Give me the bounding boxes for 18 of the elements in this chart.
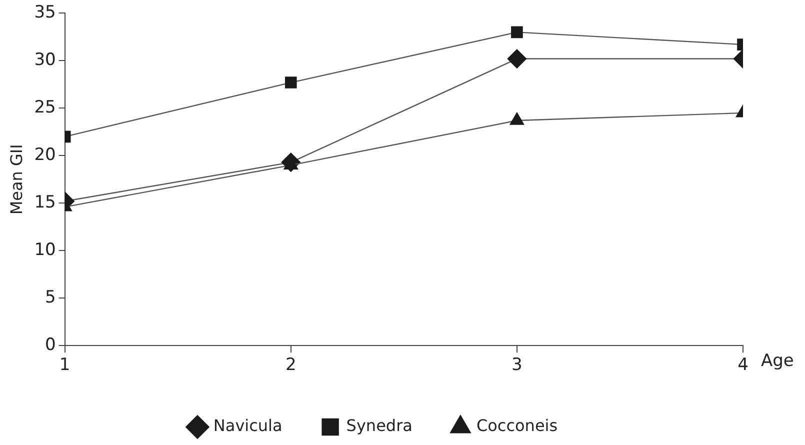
- y-tick-label: 30: [34, 50, 56, 70]
- x-tick-label: 3: [512, 355, 522, 376]
- legend-label: Cocconeis: [476, 416, 558, 436]
- y-tick-label: 35: [34, 2, 56, 23]
- legend-label: Navicula: [213, 416, 282, 436]
- legend-label: Synedra: [346, 416, 412, 436]
- y-tick-label: 20: [34, 145, 56, 166]
- x-axis-title: Age: [761, 351, 794, 372]
- y-tick-label: 10: [34, 240, 56, 260]
- x-tick-label: 4: [738, 355, 748, 376]
- y-tick-label: 0: [45, 335, 56, 356]
- point: [507, 49, 527, 68]
- y-tick-label: 15: [34, 192, 56, 213]
- y-tick-label: 25: [34, 98, 56, 118]
- y-tick-label: 5: [45, 288, 56, 308]
- x-tick-label: 1: [59, 355, 70, 376]
- x-tick-label: 2: [285, 355, 296, 376]
- y-axis-title: Mean GII: [6, 144, 26, 215]
